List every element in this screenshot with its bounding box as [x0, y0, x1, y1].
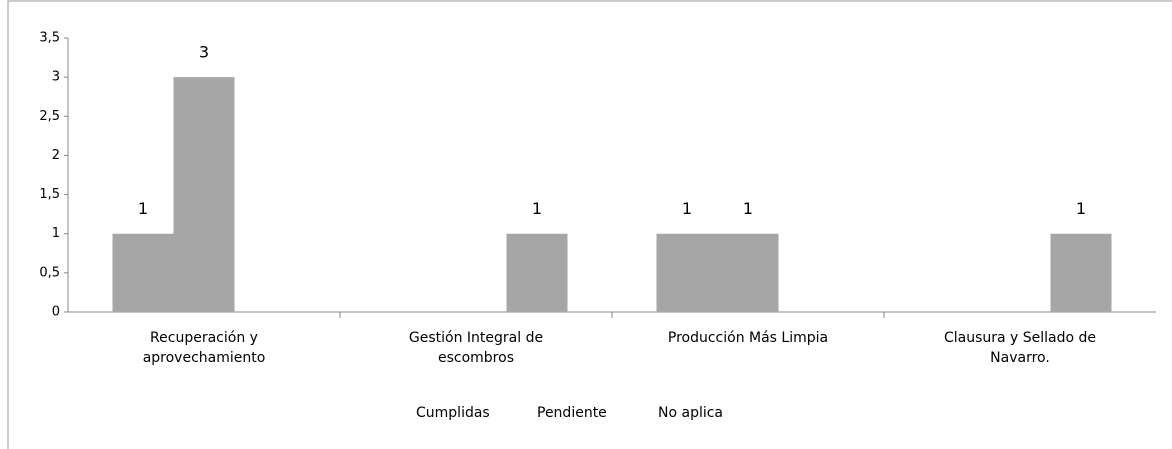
bar — [656, 233, 718, 312]
y-tick-label: 2 — [52, 148, 60, 163]
x-tick-label: Producción Más Limpia — [668, 330, 828, 346]
y-tick-label: 2,5 — [39, 109, 60, 124]
chart-frame — [7, 0, 1172, 449]
x-tick-label: Recuperación y — [150, 330, 258, 346]
x-tick-label: Clausura y Sellado de — [944, 330, 1096, 346]
data-label: 1 — [1076, 199, 1086, 218]
x-tick-label: aprovechamiento — [143, 350, 266, 366]
legend-label: Cumplidas — [416, 405, 490, 421]
data-label: 1 — [532, 199, 542, 218]
y-tick-label: 1 — [52, 226, 60, 241]
bar — [717, 233, 779, 312]
bar — [112, 233, 174, 312]
legend-label: Pendiente — [537, 405, 607, 421]
y-tick-label: 3 — [52, 70, 60, 85]
bar — [506, 233, 568, 312]
y-tick-label: 1,5 — [39, 187, 60, 202]
x-tick-label: Navarro. — [990, 350, 1050, 366]
x-tick-label: escombros — [438, 350, 514, 366]
data-label: 1 — [682, 199, 692, 218]
legend-label: No aplica — [658, 405, 723, 421]
bar — [173, 77, 235, 313]
y-tick-label: 0 — [52, 305, 60, 320]
bar — [1050, 233, 1112, 312]
data-label: 3 — [199, 43, 209, 62]
x-tick-label: Gestión Integral de — [409, 330, 543, 346]
data-label: 1 — [138, 199, 148, 218]
y-tick-label: 3,5 — [39, 31, 60, 46]
data-label: 1 — [743, 199, 753, 218]
y-tick-label: 0,5 — [39, 265, 60, 280]
